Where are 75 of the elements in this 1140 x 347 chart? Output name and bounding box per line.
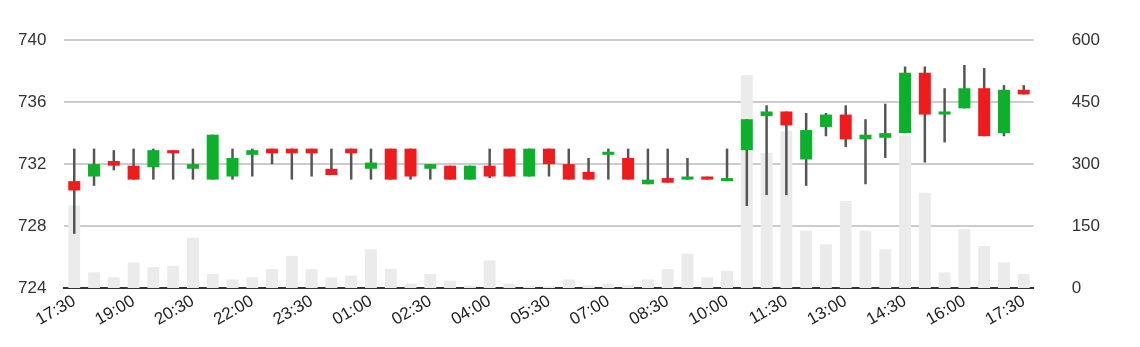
y2-tick-label: 450 [1071, 91, 1101, 111]
bar [384, 269, 397, 289]
bar [345, 275, 358, 289]
y-tick-label: 732 [17, 153, 47, 173]
candlestick [562, 147, 575, 181]
candlestick [186, 147, 199, 181]
bar [958, 228, 971, 289]
candlestick [543, 147, 555, 178]
candlestick [127, 147, 140, 181]
candlestick [325, 147, 338, 177]
bar [938, 272, 951, 289]
candlestick [819, 111, 832, 138]
bar [839, 200, 852, 289]
bar [820, 244, 832, 289]
y-tick-label: 724 [17, 277, 47, 297]
bar [305, 269, 318, 289]
candlestick [147, 147, 160, 181]
bar [365, 249, 377, 289]
candlestick [661, 147, 674, 184]
bar [206, 274, 219, 289]
candlestick [582, 156, 595, 181]
candlestick [107, 148, 120, 172]
bar [246, 277, 259, 289]
bar [780, 131, 793, 289]
candlestick [938, 86, 951, 144]
bar [444, 280, 457, 289]
y-tick-label: 740 [17, 29, 47, 49]
bar [760, 152, 773, 289]
candlestick [681, 156, 694, 181]
y-tick-label: 728 [17, 215, 47, 235]
bar [978, 245, 991, 289]
candlestick [622, 147, 635, 181]
bar [424, 274, 437, 289]
bar [285, 255, 298, 289]
bar [325, 277, 338, 289]
bar [800, 230, 813, 289]
bar [879, 249, 892, 289]
bar [701, 277, 714, 289]
candlestick [483, 147, 496, 180]
bar [602, 283, 615, 289]
y2-tick-label: 0 [1071, 277, 1082, 297]
candlestick [879, 102, 892, 160]
bar [226, 279, 239, 289]
bar [88, 272, 100, 289]
bar [167, 265, 180, 289]
bar [483, 260, 496, 289]
bar [147, 266, 160, 289]
candlestick [88, 147, 101, 188]
bar [266, 269, 278, 289]
y2-tick-label: 300 [1071, 153, 1101, 173]
bar [127, 262, 140, 289]
bar [998, 262, 1010, 289]
candlestick [602, 147, 615, 181]
y2-tick-label: 600 [1071, 29, 1101, 49]
bar [661, 269, 674, 289]
bar [622, 285, 635, 289]
bar [562, 279, 575, 289]
bar [68, 205, 81, 289]
y-tick-label: 736 [17, 91, 47, 111]
bar [918, 192, 931, 289]
bar [187, 237, 199, 289]
candlestick [246, 147, 259, 178]
candlestick [721, 147, 734, 183]
y2-tick-label: 150 [1071, 215, 1101, 235]
bar [1017, 274, 1030, 289]
bar [641, 279, 654, 289]
candlestick [958, 63, 971, 110]
bar [107, 277, 120, 289]
candlestick [226, 147, 239, 181]
bar [582, 285, 595, 289]
bar [721, 270, 733, 289]
candlestick [364, 147, 377, 181]
bar [681, 253, 694, 289]
bar [859, 230, 872, 289]
candlestick [167, 148, 180, 181]
